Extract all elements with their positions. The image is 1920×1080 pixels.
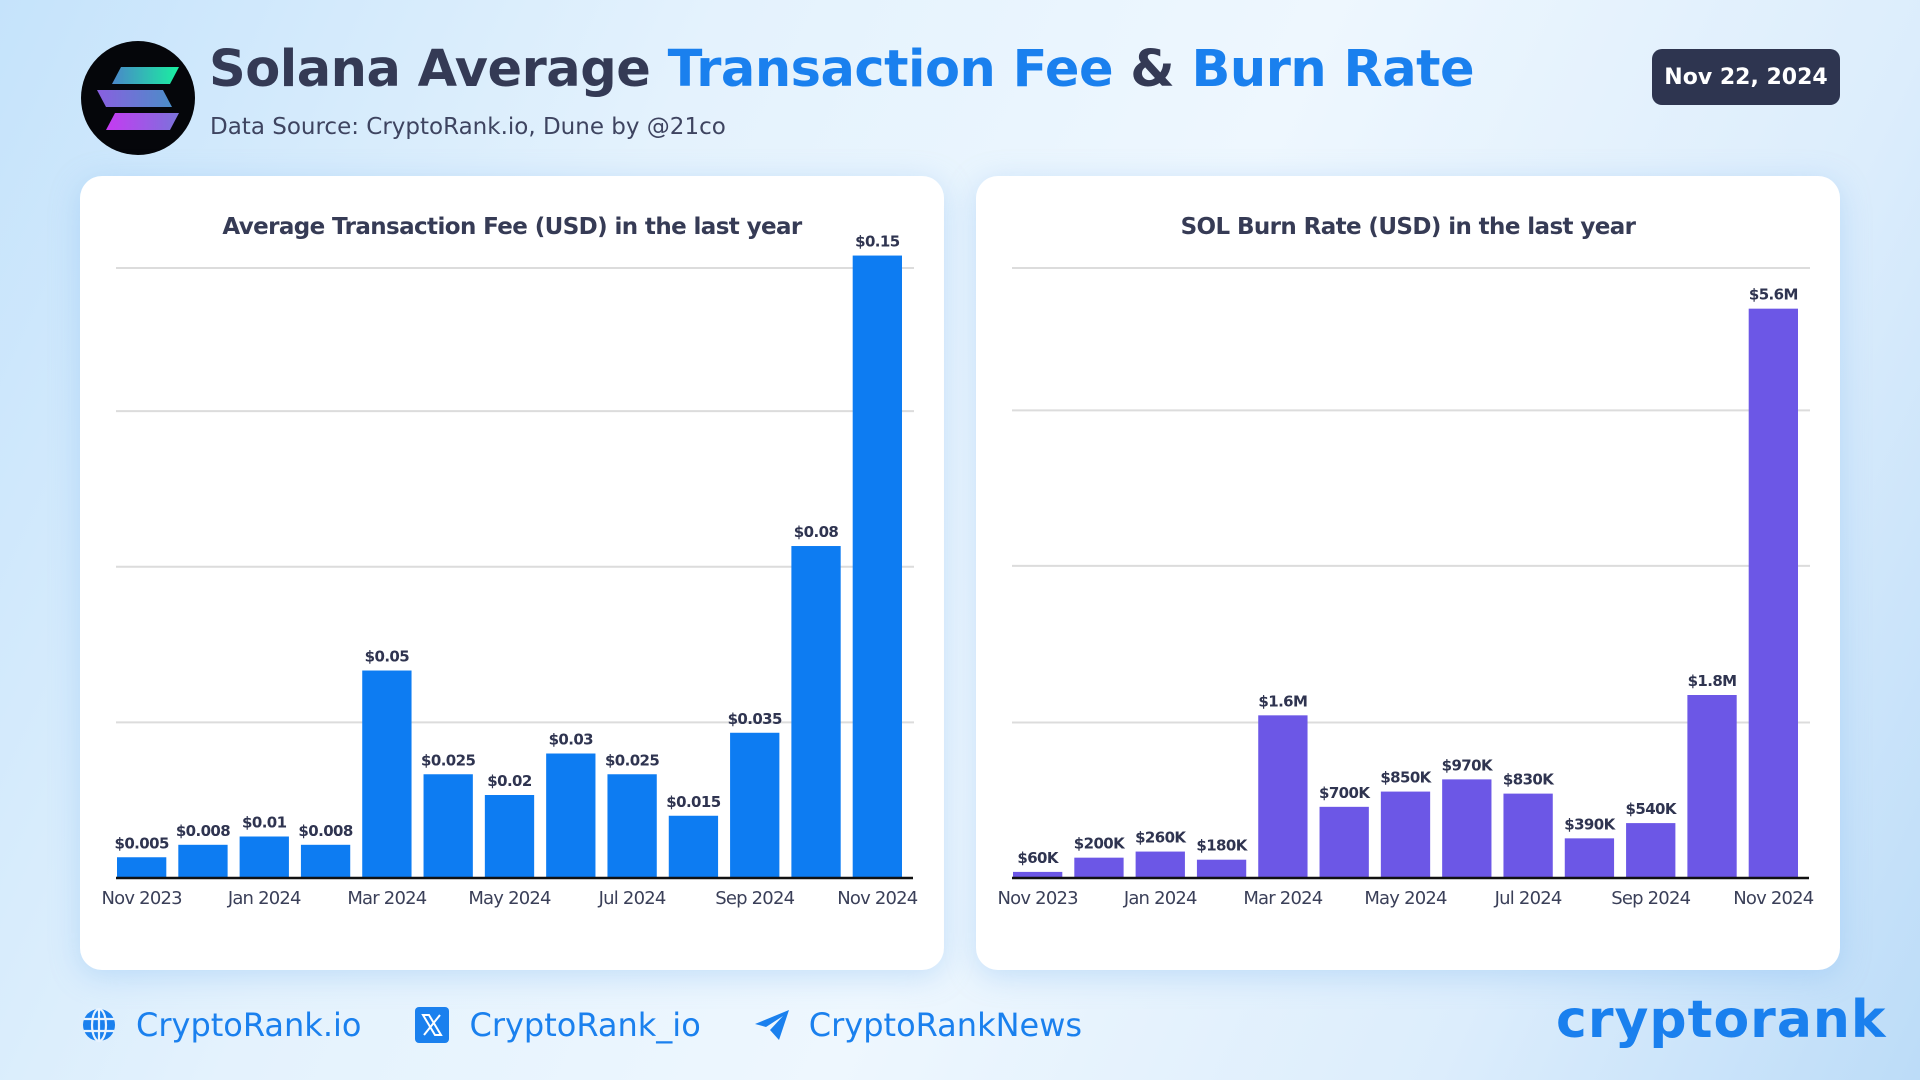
bar-value-label: $0.005 <box>115 834 169 852</box>
bar-value-label: $700K <box>1319 784 1371 802</box>
bar-value-label: $0.08 <box>794 523 839 541</box>
bar-value-label: $540K <box>1626 800 1678 818</box>
bar <box>1564 838 1615 878</box>
burn-chart-card: SOL Burn Rate (USD) in the last year $60… <box>976 176 1840 970</box>
burn-chart: $60K Nov 2023 $200K $260K Jan 2024 $180K $1.6M… <box>998 267 1815 909</box>
bar <box>607 774 657 878</box>
bar-value-label: $0.008 <box>298 822 352 840</box>
title-part-4: Burn Rate <box>1191 40 1475 99</box>
x-tick-label: May 2024 <box>1364 888 1447 909</box>
bar-value-label: $0.025 <box>605 751 659 769</box>
bar <box>546 753 596 878</box>
bar-value-label: $0.02 <box>487 772 532 790</box>
bar-value-label: $260K <box>1135 829 1187 847</box>
page-title: Solana Average Transaction Fee & Burn Ra… <box>209 40 1475 99</box>
bar-value-label: $390K <box>1564 815 1616 833</box>
bar-value-label: $0.15 <box>855 233 900 251</box>
bar <box>1013 871 1063 878</box>
bar-value-label: $5.6M <box>1749 286 1798 304</box>
bar <box>1135 851 1185 878</box>
bar <box>362 670 412 878</box>
fee-chart-card: Average Transaction Fee (USD) in the las… <box>80 176 944 970</box>
footer-link-x[interactable]: CryptoRank_io <box>413 1006 701 1044</box>
bar-value-label: $0.025 <box>421 751 475 769</box>
x-tick-label: Jul 2024 <box>598 888 666 909</box>
bar-value-label: $0.015 <box>666 793 720 811</box>
bar-value-label: $0.035 <box>728 710 782 728</box>
bar-value-label: $1.8M <box>1688 672 1737 690</box>
footer-link-label: CryptoRank_io <box>469 1006 701 1044</box>
x-tick-label: Sep 2024 <box>1611 888 1690 909</box>
x-tick-label: Nov 2023 <box>998 888 1079 909</box>
bar <box>117 857 167 878</box>
x-tick-label: Sep 2024 <box>715 888 794 909</box>
bar <box>1442 779 1492 878</box>
bar-value-label: $0.05 <box>365 648 410 666</box>
bar-value-label: $60K <box>1017 849 1060 867</box>
bar <box>300 844 351 878</box>
bar <box>1196 859 1247 878</box>
bar-value-label: $0.03 <box>549 731 594 749</box>
bar <box>484 795 535 878</box>
x-tick-label: Jul 2024 <box>1494 888 1562 909</box>
x-tick-label: Nov 2023 <box>102 888 183 909</box>
footer-links: CryptoRank.io CryptoRank_io CryptoRankNe… <box>80 1000 1134 1050</box>
title-part-3: & <box>1113 40 1192 99</box>
bar <box>1687 695 1737 878</box>
globe-icon <box>80 1006 118 1044</box>
footer-link-label: CryptoRank.io <box>136 1006 362 1044</box>
fee-chart-title: Average Transaction Fee (USD) in the las… <box>222 214 802 240</box>
bar <box>852 255 902 878</box>
x-twitter-icon <box>413 1006 451 1044</box>
bar <box>1319 806 1369 878</box>
data-source-subtitle: Data Source: CryptoRank.io, Dune by @21c… <box>210 114 726 140</box>
x-tick-label: Nov 2024 <box>837 888 918 909</box>
bar <box>1503 793 1553 878</box>
footer-link-label: CryptoRankNews <box>808 1006 1083 1044</box>
bar <box>239 836 289 878</box>
solana-logo-icon <box>81 41 195 155</box>
bar <box>791 546 841 878</box>
title-part-1: Solana Average <box>209 40 668 99</box>
bar <box>1258 715 1308 878</box>
bar-value-label: $850K <box>1380 769 1432 787</box>
date-badge: Nov 22, 2024 <box>1652 49 1840 105</box>
bar-value-label: $0.01 <box>242 814 287 832</box>
bar-value-label: $830K <box>1503 771 1555 789</box>
telegram-icon <box>753 1006 791 1044</box>
footer-link-website[interactable]: CryptoRank.io <box>80 1006 361 1044</box>
bar <box>1074 857 1124 878</box>
x-tick-label: Jan 2024 <box>1123 888 1197 909</box>
bar <box>1748 308 1798 878</box>
bar <box>668 815 719 878</box>
x-tick-label: Mar 2024 <box>1243 888 1322 909</box>
x-tick-label: Mar 2024 <box>347 888 426 909</box>
bar-value-label: $200K <box>1074 835 1126 853</box>
bar <box>1626 823 1676 878</box>
bar-value-label: $0.008 <box>176 822 230 840</box>
bar <box>730 732 780 878</box>
title-part-2: Transaction Fee <box>667 40 1114 99</box>
bar-value-label: $1.6M <box>1258 692 1307 710</box>
bar <box>423 774 473 878</box>
footer-link-telegram[interactable]: CryptoRankNews <box>753 1006 1082 1044</box>
bar-value-label: $180K <box>1196 837 1248 855</box>
bar <box>1380 791 1431 878</box>
bar-value-label: $970K <box>1442 756 1494 774</box>
cryptorank-logo: cryptorank <box>1556 990 1887 1050</box>
x-tick-label: Jan 2024 <box>227 888 301 909</box>
x-tick-label: May 2024 <box>468 888 551 909</box>
x-tick-label: Nov 2024 <box>1733 888 1814 909</box>
fee-chart: $0.005 Nov 2023 $0.008 $0.01 Jan 2024 $0.008 $… <box>102 233 919 909</box>
burn-chart-title: SOL Burn Rate (USD) in the last year <box>1180 214 1636 240</box>
bar <box>178 844 228 878</box>
